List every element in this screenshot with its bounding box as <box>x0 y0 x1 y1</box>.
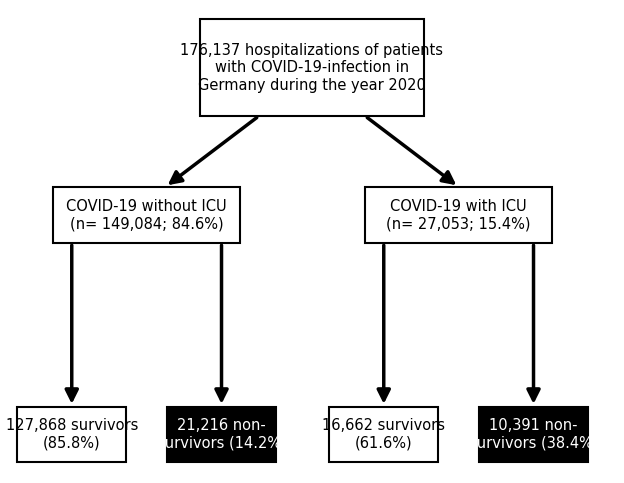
Text: COVID-19 without ICU
(n= 149,084; 84.6%): COVID-19 without ICU (n= 149,084; 84.6%) <box>66 199 227 231</box>
FancyBboxPatch shape <box>53 187 240 242</box>
FancyBboxPatch shape <box>167 407 276 463</box>
Text: COVID-19 with ICU
(n= 27,053; 15.4%): COVID-19 with ICU (n= 27,053; 15.4%) <box>386 199 531 231</box>
FancyBboxPatch shape <box>479 407 588 463</box>
Text: 176,137 hospitalizations of patients
with COVID-19-infection in
Germany during t: 176,137 hospitalizations of patients wit… <box>180 43 444 93</box>
FancyBboxPatch shape <box>365 187 552 242</box>
Text: 16,662 survivors
(61.6%): 16,662 survivors (61.6%) <box>322 418 446 451</box>
FancyBboxPatch shape <box>17 407 126 463</box>
Text: 21,216 non-
survivors (14.2%): 21,216 non- survivors (14.2%) <box>157 418 286 451</box>
FancyBboxPatch shape <box>200 19 424 116</box>
Text: 10,391 non-
survivors (38.4%): 10,391 non- survivors (38.4%) <box>469 418 598 451</box>
FancyBboxPatch shape <box>329 407 438 463</box>
Text: 127,868 survivors
(85.8%): 127,868 survivors (85.8%) <box>6 418 138 451</box>
